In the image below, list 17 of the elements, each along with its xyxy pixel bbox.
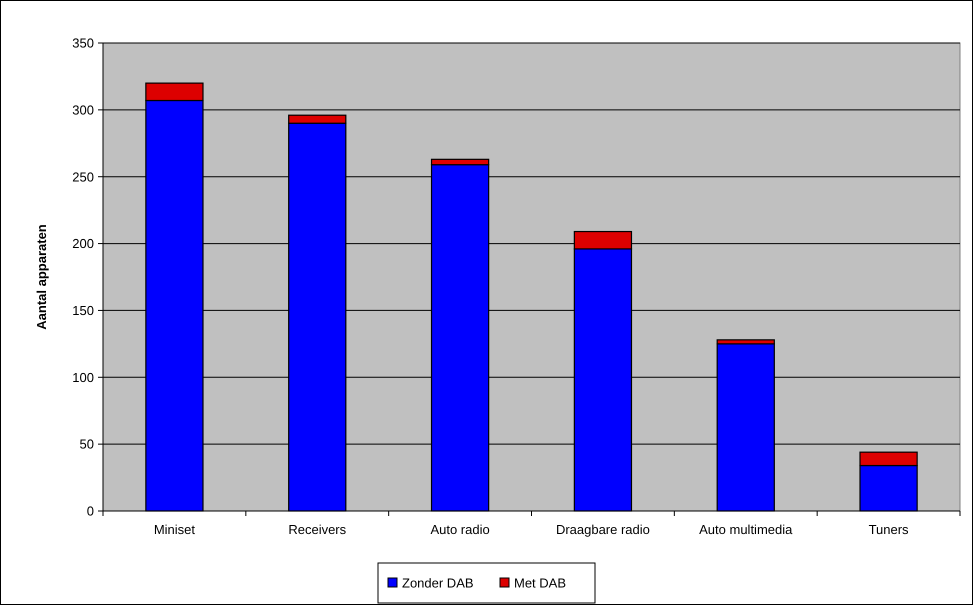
- x-tick-label: Auto multimedia: [699, 522, 794, 537]
- y-tick-label: 100: [72, 370, 94, 385]
- y-axis-title: Aantal apparaten: [34, 224, 49, 330]
- legend-label: Met DAB: [514, 576, 566, 591]
- x-tick-label: Auto radio: [430, 522, 490, 537]
- y-tick-label: 150: [72, 302, 94, 318]
- x-tick-label: Tuners: [868, 522, 910, 537]
- y-tick-label: 350: [72, 36, 94, 51]
- x-tick-label: Miniset: [154, 522, 196, 537]
- y-tick-label: 50: [80, 436, 94, 452]
- y-tick-label: 0: [86, 504, 94, 519]
- y-tick-label: 200: [72, 236, 94, 252]
- x-tick-label: Receivers: [288, 522, 347, 537]
- legend-label: Zonder DAB: [402, 576, 474, 591]
- y-tick-label: 300: [72, 102, 94, 118]
- y-tick-label: 250: [72, 169, 94, 184]
- x-tick-label: Draagbare radio: [556, 522, 650, 537]
